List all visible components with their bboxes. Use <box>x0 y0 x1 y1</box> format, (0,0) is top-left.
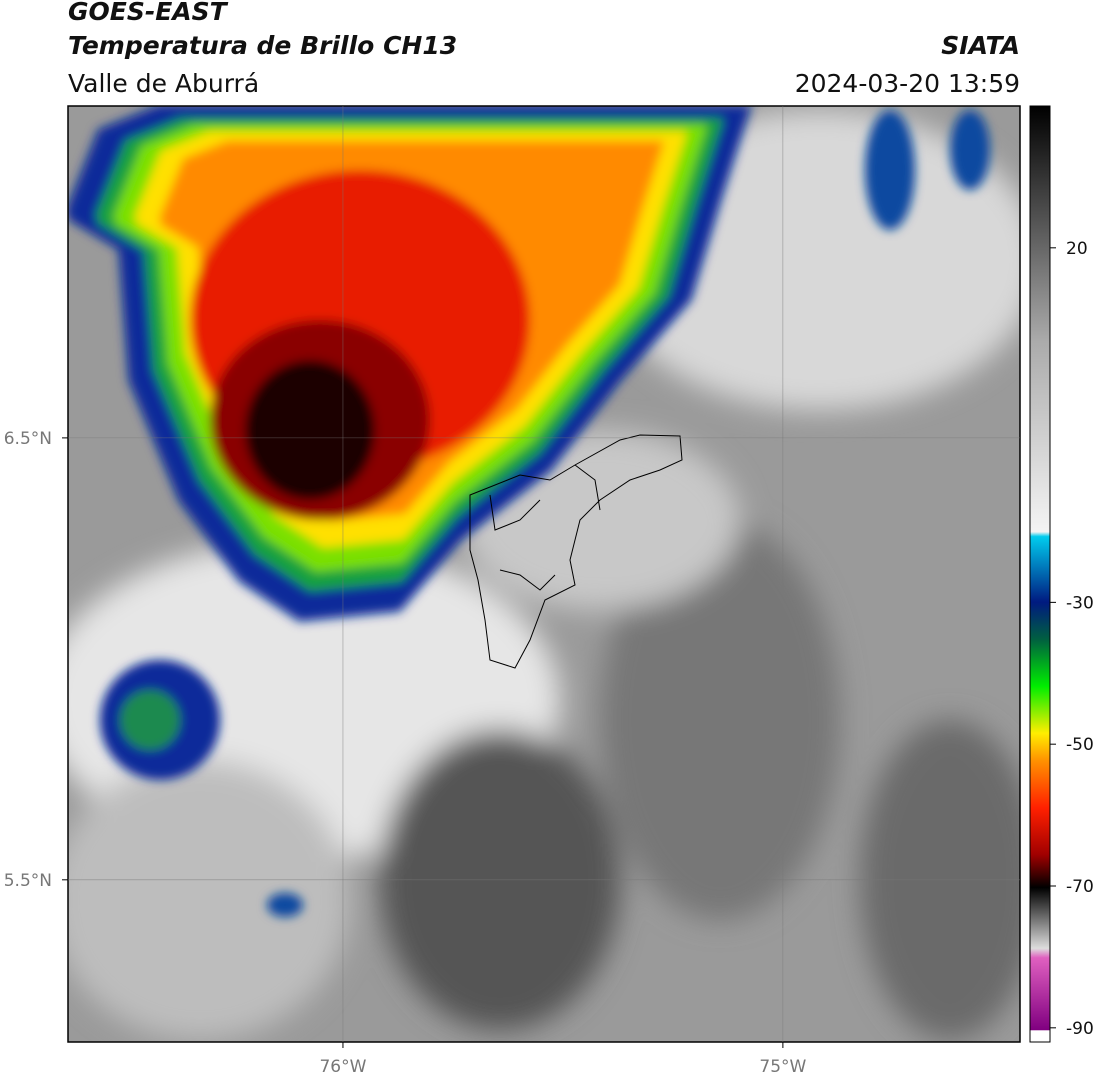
colorbar-tick-label: -70 <box>1066 877 1094 897</box>
colorbar-tick-label: -50 <box>1066 735 1094 755</box>
colorbar-tick-label: 20 <box>1066 239 1088 259</box>
colorbar <box>1029 105 1051 1043</box>
region: Valle de Aburrá <box>68 69 259 98</box>
x-tick-label: 76°W <box>319 1057 366 1077</box>
map-frame <box>67 105 1021 1043</box>
subtitle: Temperatura de Brillo CH13 <box>68 31 457 60</box>
timestamp: 2024-03-20 13:59 <box>795 69 1020 98</box>
y-tick-label: 5.5°N <box>4 871 52 891</box>
title: GOES-EAST <box>68 0 229 26</box>
x-tick-label: 75°W <box>759 1057 806 1077</box>
y-tick-label: 6.5°N <box>4 429 52 449</box>
source: SIATA <box>941 31 1020 60</box>
satellite-image <box>68 106 1020 1042</box>
colorbar-tick-label: -90 <box>1066 1019 1094 1039</box>
header: GOES-EAST Temperatura de Brillo CH13 Val… <box>68 0 1020 98</box>
colorbar-tick-label: -30 <box>1066 593 1094 613</box>
